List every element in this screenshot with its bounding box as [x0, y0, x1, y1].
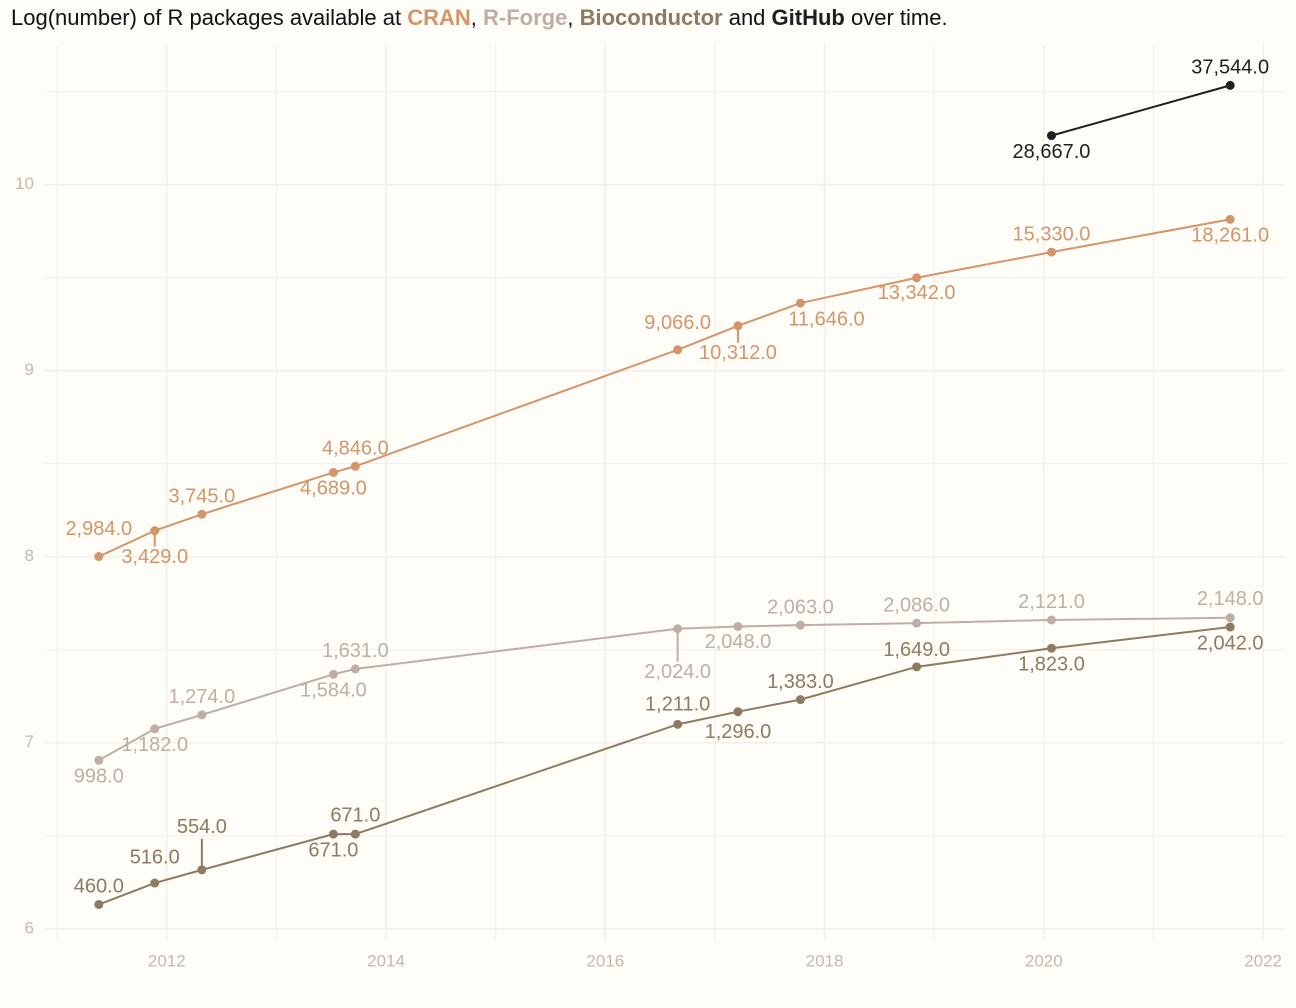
point: [673, 624, 683, 634]
value-label: 1,823.0: [1018, 654, 1085, 676]
point: [328, 669, 338, 679]
point: [673, 719, 683, 729]
point: [733, 321, 743, 331]
value-label: 554.0: [177, 816, 227, 838]
value-label: 2,121.0: [1018, 591, 1085, 613]
point: [197, 865, 207, 875]
value-label: 1,182.0: [121, 734, 188, 756]
y-tick-label: 6: [25, 918, 34, 937]
value-label: 516.0: [130, 846, 180, 868]
point: [912, 618, 922, 628]
value-label: 2,086.0: [883, 594, 950, 616]
point: [197, 509, 207, 519]
x-tick-label: 2016: [586, 951, 624, 970]
value-label: 28,667.0: [1013, 141, 1091, 163]
value-label: 2,024.0: [644, 661, 711, 683]
title-part: ,: [567, 5, 579, 30]
x-tick-label: 2018: [806, 951, 844, 970]
y-tick-label: 10: [15, 174, 34, 193]
value-label: 998.0: [74, 766, 124, 788]
value-label: 671.0: [330, 804, 380, 826]
value-label: 1,211.0: [645, 694, 710, 716]
value-label: 671.0: [308, 839, 358, 861]
point: [673, 345, 683, 355]
point: [795, 620, 805, 630]
value-label: 1,631.0: [322, 640, 389, 662]
x-tick-label: 2012: [148, 951, 186, 970]
point: [328, 829, 338, 839]
value-label: 4,846.0: [322, 438, 389, 460]
value-label: 2,984.0: [65, 518, 132, 540]
point: [150, 878, 160, 888]
value-label: 3,745.0: [168, 486, 235, 508]
x-tick-label: 2022: [1244, 951, 1282, 970]
y-tick-label: 7: [25, 732, 34, 751]
point: [328, 467, 338, 477]
value-label: 15,330.0: [1013, 223, 1091, 245]
point: [1046, 615, 1056, 625]
point: [350, 461, 360, 471]
point: [150, 526, 160, 536]
value-label: 1,584.0: [300, 680, 367, 702]
value-label: 1,383.0: [767, 671, 834, 693]
title-part: ,: [471, 5, 483, 30]
y-tick-label: 8: [25, 546, 34, 565]
point: [1046, 247, 1056, 257]
title-part: and: [723, 5, 772, 30]
value-label: 11,646.0: [788, 308, 864, 330]
point: [350, 664, 360, 674]
point: [912, 273, 922, 283]
value-label: 4,689.0: [300, 478, 367, 500]
point: [733, 621, 743, 631]
point: [350, 829, 360, 839]
point: [1046, 643, 1056, 653]
value-label: 460.0: [74, 876, 124, 898]
title-part: over time.: [845, 5, 948, 30]
point: [1046, 131, 1056, 141]
grid: [44, 45, 1285, 940]
x-tick-label: 2014: [367, 951, 405, 970]
point: [795, 695, 805, 705]
x-tick-label: 2020: [1025, 951, 1063, 970]
chart-title: Log(number) of R packages available at C…: [11, 5, 948, 30]
point: [1225, 80, 1235, 90]
value-label: 10,312.0: [699, 342, 777, 364]
value-label: 1,649.0: [883, 639, 950, 661]
value-label: 2,042.0: [1197, 632, 1264, 654]
title-part: Log(number) of R packages available at: [11, 5, 407, 30]
value-label: 9,066.0: [644, 312, 711, 334]
title-series: R-Forge: [483, 5, 567, 30]
point: [197, 710, 207, 720]
point: [94, 552, 104, 562]
point: [1225, 214, 1235, 224]
value-label: 37,544.0: [1191, 57, 1269, 79]
point: [1225, 622, 1235, 632]
point: [1225, 613, 1235, 623]
value-label: 1,274.0: [168, 686, 235, 708]
value-label: 18,261.0: [1191, 225, 1269, 247]
point: [94, 899, 104, 909]
point: [795, 298, 805, 308]
value-label: 2,063.0: [767, 596, 834, 618]
value-label: 1,296.0: [705, 721, 772, 743]
value-label: 13,342.0: [878, 282, 956, 304]
title-series: Bioconductor: [580, 5, 723, 30]
title-series: GitHub: [772, 5, 845, 30]
value-label: 3,429.0: [121, 546, 188, 568]
point: [912, 662, 922, 672]
value-label: 2,148.0: [1197, 588, 1264, 610]
point: [150, 724, 160, 734]
value-label: 2,048.0: [705, 631, 772, 653]
point: [94, 755, 104, 765]
y-tick-label: 9: [25, 360, 34, 379]
title-series: CRAN: [407, 5, 471, 30]
point: [733, 707, 743, 717]
series-line: [1051, 84, 1231, 137]
